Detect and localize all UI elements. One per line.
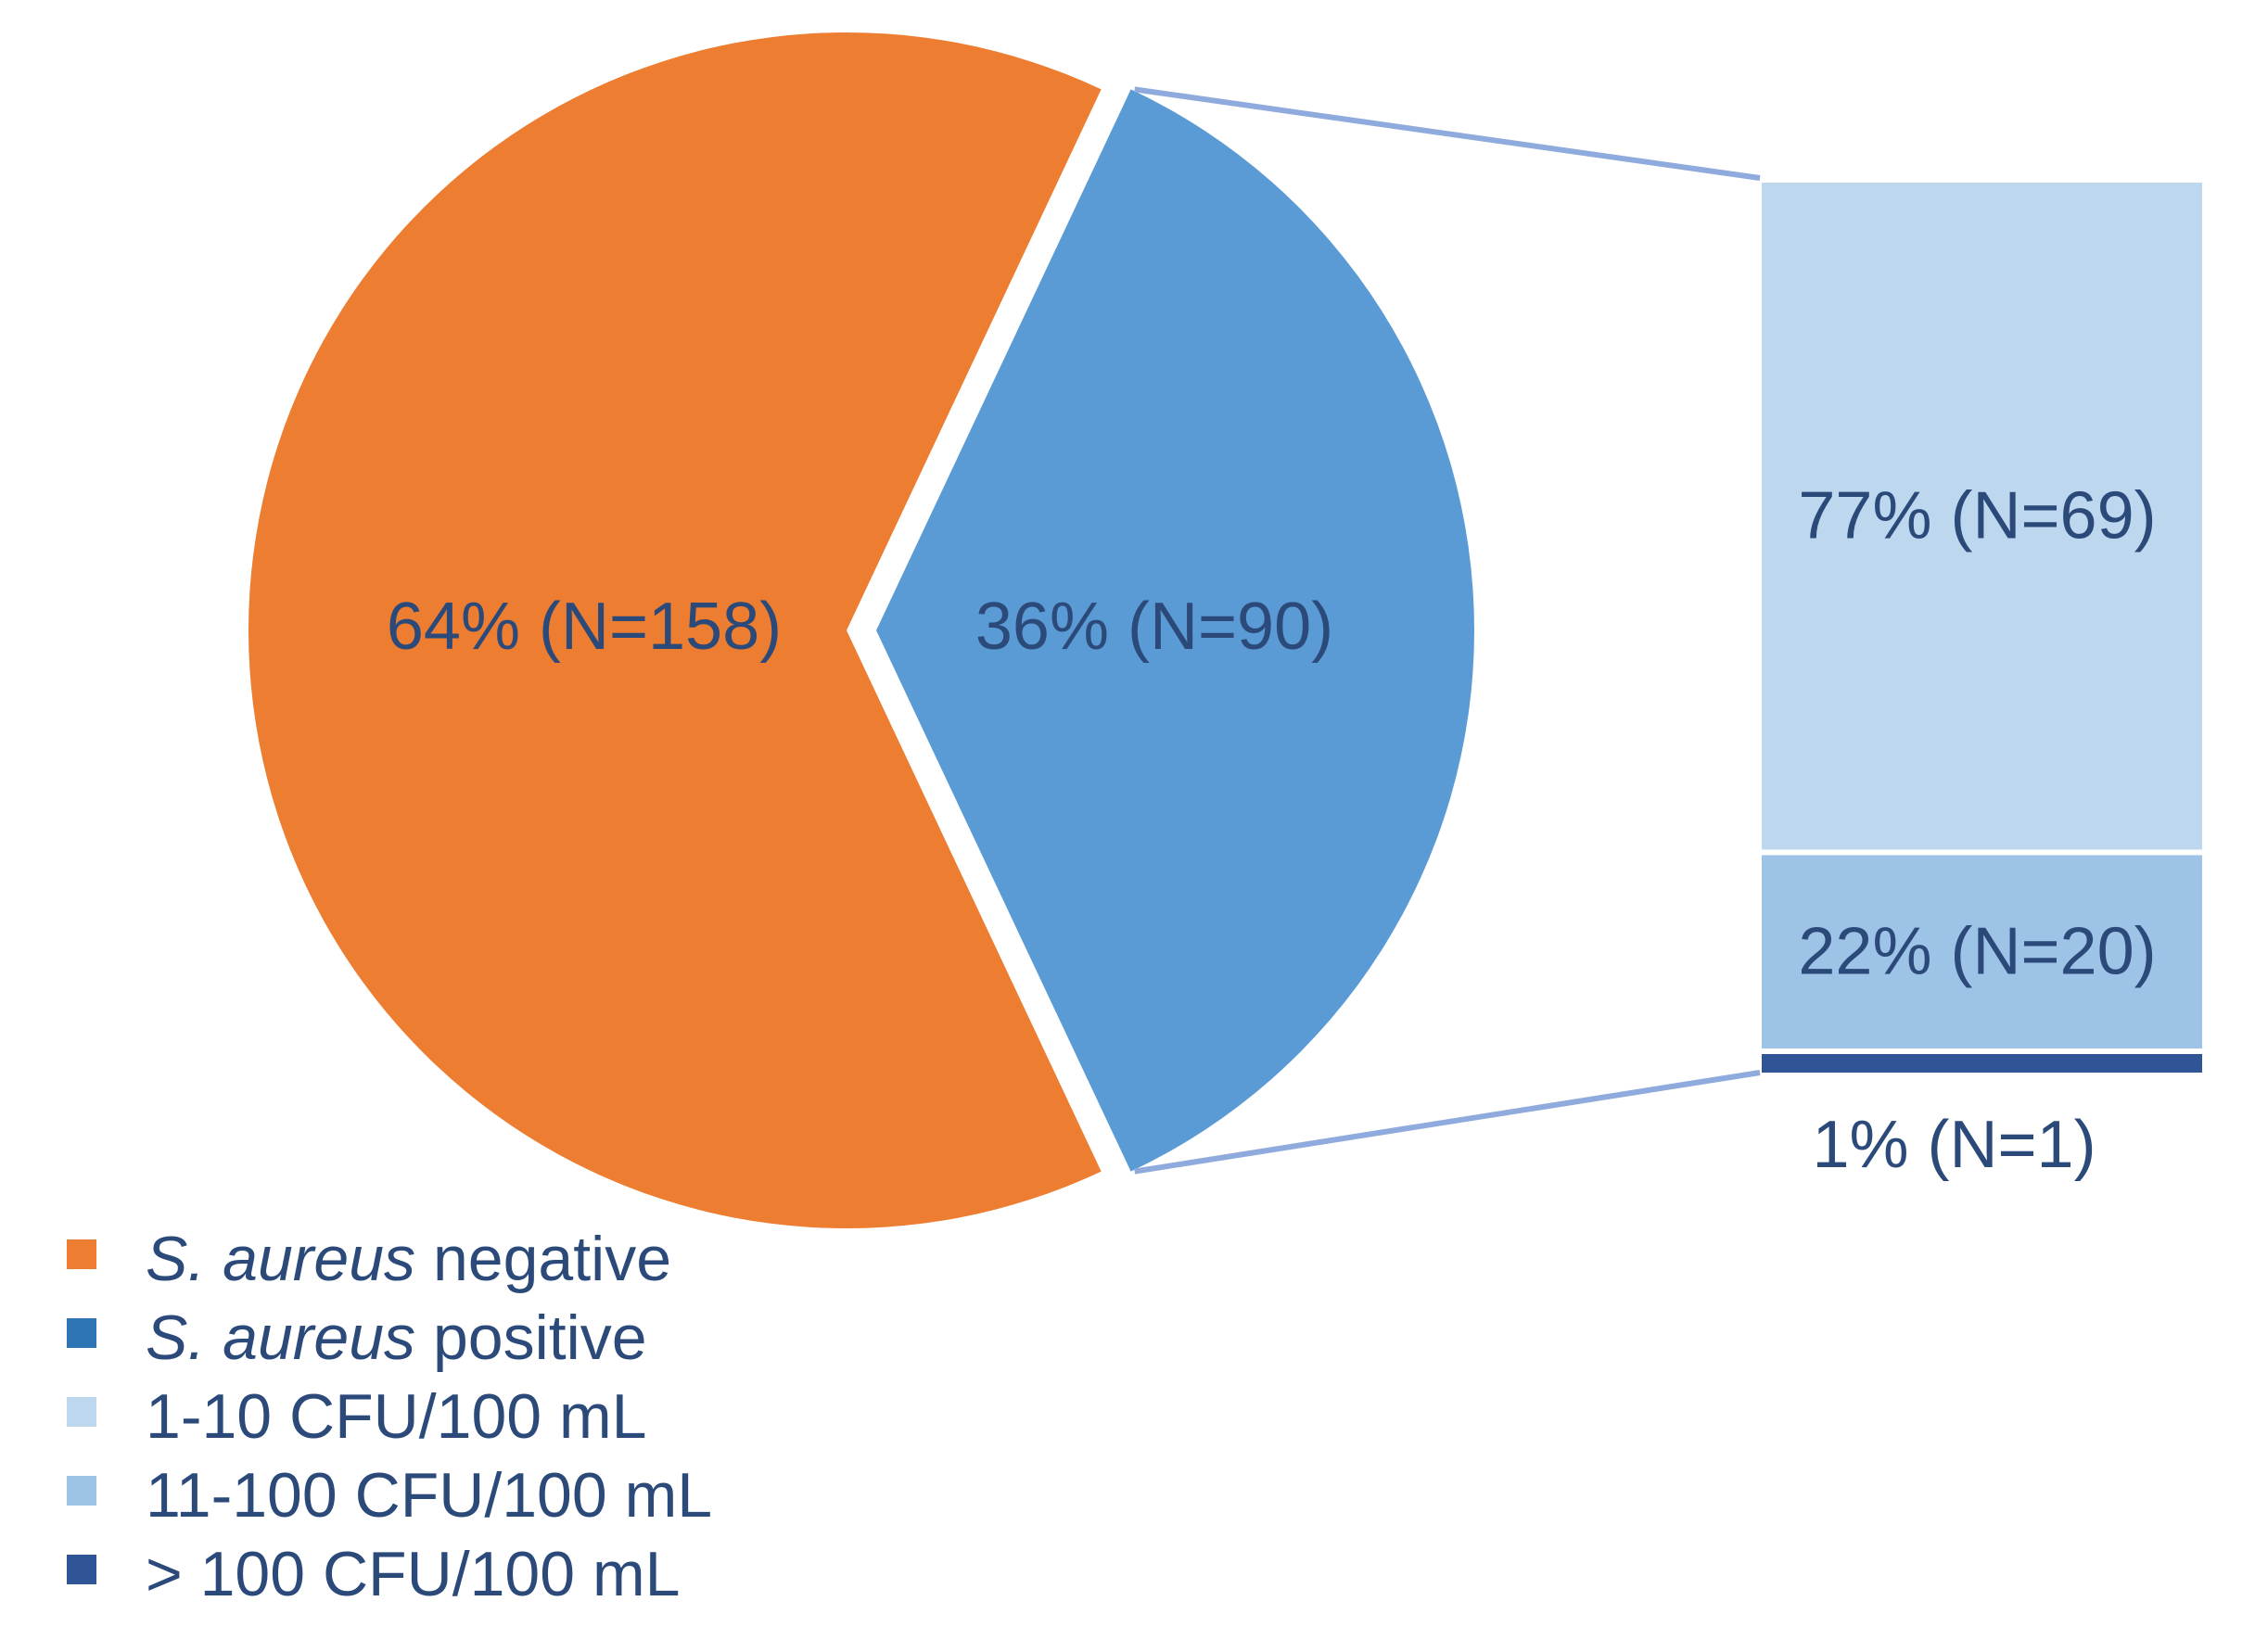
legend-label-1: S. aureus negative	[146, 1224, 671, 1294]
bar-label-1-10-cfu-100-ml: 77% (N=69)	[1798, 479, 2156, 553]
connector-line-bottom	[1134, 1070, 1761, 1175]
legend-swatch-1	[67, 1239, 96, 1269]
bar-segment-1-10-cfu-100-ml	[1762, 183, 2202, 850]
bar-segment-100-cfu-100-ml	[1762, 1054, 2202, 1073]
bar-label-11-100-cfu-100-ml: 22% (N=20)	[1798, 915, 2156, 989]
bar-label-100-cfu-100-ml: 1% (N=1)	[1812, 1108, 2096, 1182]
legend-label-5: > 100 CFU/100 mL	[146, 1539, 680, 1609]
pie-label-s-aureus-positive: 36% (N=90)	[975, 590, 1333, 664]
pie-slice-s-aureus-negative	[248, 32, 1102, 1229]
legend-label-4: 11-100 CFU/100 mL	[146, 1460, 712, 1531]
legend-swatch-5	[67, 1555, 96, 1584]
pie-slice-s-aureus-positive	[876, 89, 1474, 1172]
legend-swatch-4	[67, 1476, 96, 1506]
legend-label-3: 1-10 CFU/100 mL	[146, 1381, 646, 1452]
pie-label-s-aureus-negative: 64% (N=158)	[387, 590, 782, 664]
connector-line-top	[1134, 86, 1761, 181]
legend-swatch-3	[67, 1397, 96, 1427]
legend-swatch-2	[67, 1318, 96, 1348]
bar-segment-11-100-cfu-100-ml	[1762, 855, 2202, 1048]
legend-label-2: S. aureus positive	[146, 1303, 647, 1373]
